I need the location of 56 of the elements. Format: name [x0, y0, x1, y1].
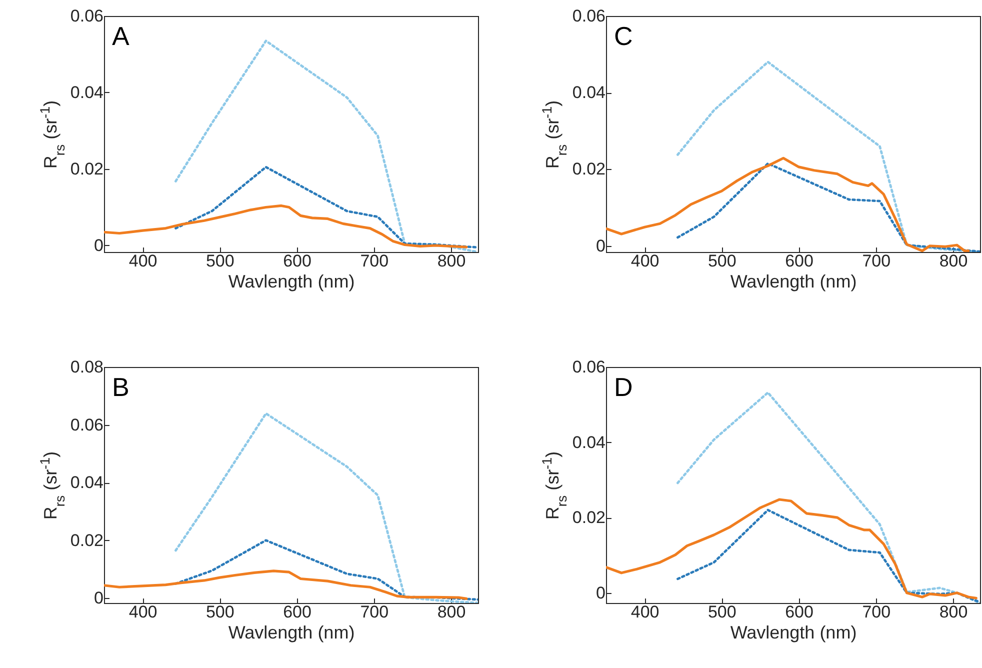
chart-title: D: [614, 372, 633, 402]
y-tick-label: 0.04: [572, 432, 606, 452]
chart-title: B: [112, 372, 130, 402]
line-series: [676, 391, 980, 603]
x-tick-label: 400: [630, 252, 660, 270]
line-series: [606, 498, 978, 600]
y-tick-label: 0: [94, 236, 104, 255]
y-tick-label: 0.02: [70, 530, 104, 550]
line-series: [174, 40, 478, 252]
x-tick-label: 800: [939, 602, 968, 622]
y-tick-label: 0.02: [572, 508, 606, 528]
y-tick-label: 0: [596, 583, 606, 602]
x-tick-label: 500: [206, 252, 234, 270]
y-tick-label: 0.06: [572, 358, 606, 376]
x-tick-label: 500: [206, 602, 234, 622]
x-axis-title: Wavlength (nm): [228, 622, 355, 642]
y-tick-label: 0: [596, 236, 606, 256]
x-tick-label: 500: [708, 252, 736, 270]
y-tick-label: 0.06: [70, 415, 104, 434]
x-tick-label: 700: [360, 252, 389, 270]
y-tick-label: 0.04: [572, 83, 606, 102]
line-series: [676, 162, 980, 252]
y-tick-label: 0.06: [572, 6, 606, 26]
x-tick-label: 600: [283, 252, 312, 270]
x-tick-label: 700: [862, 252, 891, 270]
x-axis-title: Wavlength (nm): [730, 622, 857, 642]
chart-title: C: [614, 21, 633, 51]
y-tick-label: 0.06: [70, 6, 104, 26]
x-tick-label: 600: [283, 602, 312, 622]
line-series: [104, 570, 468, 600]
x-tick-label: 800: [939, 252, 968, 270]
line-series: [104, 204, 468, 248]
x-tick-label: 600: [785, 602, 814, 622]
x-tick-label: 700: [862, 602, 891, 622]
x-tick-label: 400: [128, 252, 158, 270]
y-tick-label: 0: [94, 588, 104, 608]
x-tick-label: 800: [437, 252, 466, 270]
x-axis-title: Wavlength (nm): [730, 272, 857, 292]
x-tick-label: 700: [360, 602, 389, 622]
x-tick-label: 500: [708, 602, 736, 622]
y-tick-label: 0.04: [70, 473, 104, 492]
x-tick-label: 400: [630, 602, 660, 622]
x-axis-title: Wavlength (nm): [228, 272, 355, 292]
line-series: [174, 166, 478, 249]
y-tick-label: 0.02: [70, 160, 104, 178]
y-tick-label: 0.08: [70, 358, 104, 376]
x-tick-label: 800: [437, 602, 466, 622]
x-tick-label: 600: [785, 252, 814, 270]
line-series: [676, 508, 980, 603]
y-tick-label: 0.04: [70, 83, 104, 102]
x-tick-label: 400: [128, 602, 158, 622]
line-series: [606, 156, 970, 252]
line-series: [174, 412, 478, 603]
line-series: [174, 539, 478, 601]
y-tick-label: 0.02: [572, 160, 606, 179]
chart-title: A: [112, 21, 130, 51]
